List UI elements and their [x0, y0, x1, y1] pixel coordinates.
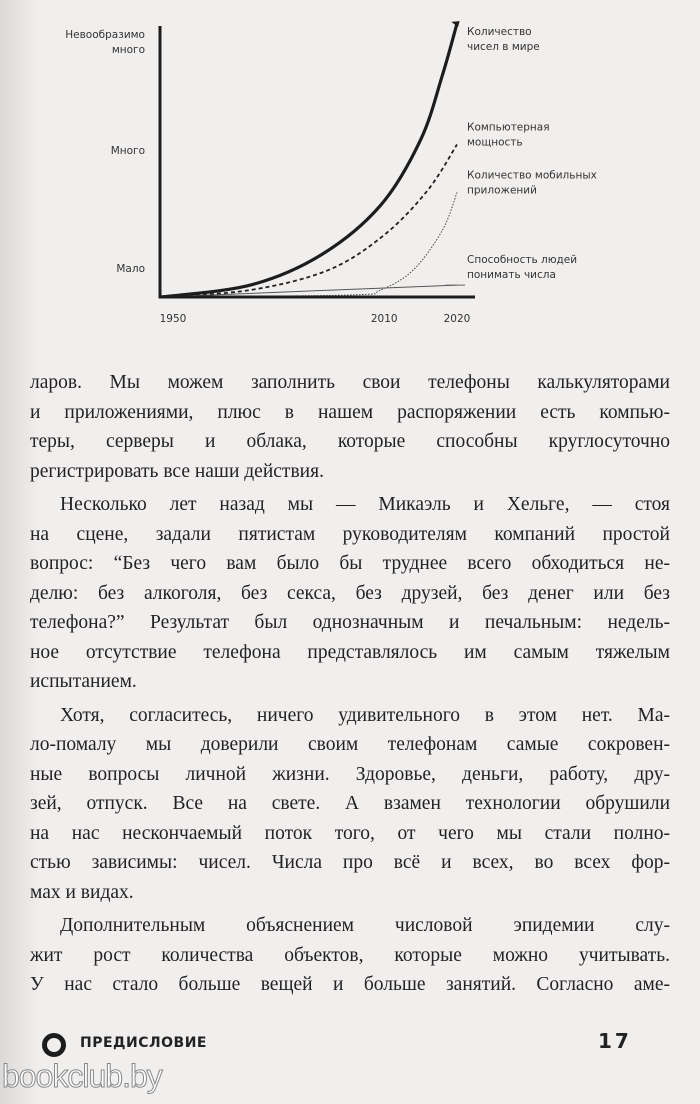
x-tick-label: 2020: [444, 313, 471, 325]
series-line-0: [160, 21, 460, 299]
series-label: Количество: [467, 26, 532, 38]
paragraph: Дополнительным объяснением числовой эпид…: [30, 911, 670, 1000]
text-line: ные вопросы личной жизни. Здоровье, день…: [30, 763, 670, 785]
y-tick-label: Мало: [116, 263, 145, 275]
series-label: мощность: [467, 137, 523, 149]
text-line: вопрос: “Без чего вам было бы труднее вс…: [30, 553, 670, 574]
text-line: Несколько лет назад мы — Микаэль и Хельг…: [60, 494, 670, 515]
running-head: ПРЕДИСЛОВИЕ: [80, 1035, 207, 1051]
y-tick-label: Много: [111, 145, 145, 157]
page-shadow: [0, 0, 40, 1104]
series-label: чисел в мире: [467, 41, 540, 53]
text-line: ло-помалу мы доверили своим телефонам са…: [30, 734, 670, 755]
text-line: испытанием.: [30, 671, 137, 692]
text-line: жит рост количества объектов, которые мо…: [30, 944, 670, 966]
text-line: У нас стало больше вещей и больше заняти…: [30, 974, 670, 995]
text-line: телефона?” Результат был однозначным и п…: [30, 612, 670, 633]
series-line-1: [160, 144, 458, 298]
x-tick-label: 1950: [160, 313, 187, 325]
series-label: приложений: [467, 184, 537, 196]
text-line: Дополнительным объяснением числовой эпид…: [60, 915, 670, 936]
paragraph: ларов. Мы можем заполнить свои телефоны …: [30, 368, 670, 486]
series-label: понимать числа: [467, 269, 556, 281]
text-line: регистрировать все наши действия.: [30, 460, 324, 482]
page-number: 17: [598, 1029, 632, 1053]
x-tick-label: 2010: [371, 313, 398, 325]
watermark: bookclub.by: [2, 1058, 164, 1095]
text-line: теры, серверы и облака, которые способны…: [30, 431, 670, 452]
text-line: ное отсутствие телефона представлялось и…: [30, 641, 670, 663]
text-line: и приложениями, плюс в нашем распоряжени…: [30, 401, 670, 423]
text-line: зей, отпуск. Все на свете. А взамен техн…: [30, 793, 670, 814]
text-line: ларов. Мы можем заполнить свои телефоны …: [30, 372, 670, 393]
text-line: делю: без алкоголя, без секса, без друзе…: [30, 582, 670, 604]
series-label: Количество мобильных: [467, 169, 597, 181]
section-circle-icon: [42, 1033, 66, 1057]
paragraph: Хотя, согласитесь, ничего удивительного …: [30, 701, 670, 908]
series-label: Способность людей: [467, 254, 577, 266]
y-tick-label: Невообразимо: [65, 29, 145, 41]
text-line: Хотя, согласитесь, ничего удивительного …: [60, 704, 670, 726]
text-line: мах и видах.: [30, 881, 134, 903]
body-text: ларов. Мы можем заполнить свои телефоны …: [30, 368, 670, 1004]
text-line: на сцене, задали пятистам руководителям …: [30, 523, 670, 545]
paragraph: Несколько лет назад мы — Микаэль и Хельг…: [30, 490, 670, 697]
y-tick-label: много: [112, 44, 145, 56]
series-label: Компьютерная: [467, 122, 550, 134]
growth-chart: Количество чисел в мире Компьютерная мощнос…: [65, 21, 597, 325]
text-line: стью зависимы: чисел. Числа про всё и вс…: [30, 852, 670, 873]
text-line: на нас нескончаемый поток того, от чего …: [30, 822, 670, 844]
